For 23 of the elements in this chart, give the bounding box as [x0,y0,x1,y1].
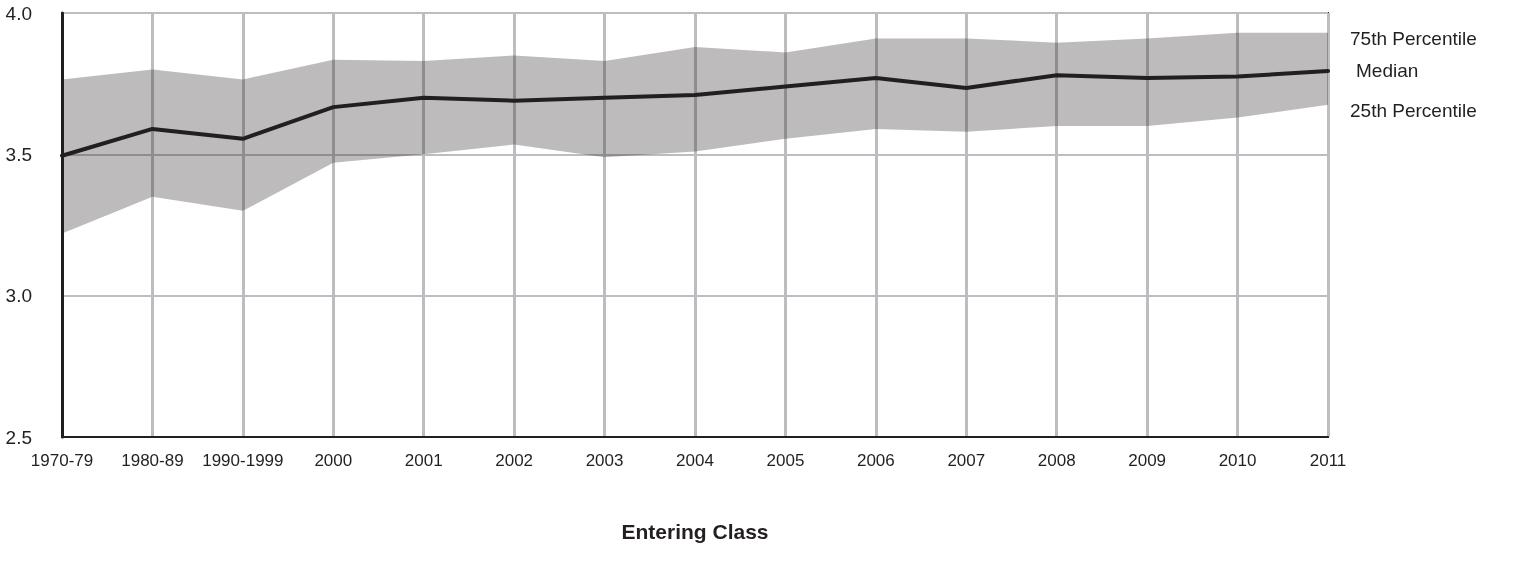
x-tick-label: 2010 [1218,451,1257,470]
x-tick-label: 2002 [495,451,534,470]
x-tick-label: 2003 [585,451,624,470]
x-tick-label: 1980-89 [121,451,184,470]
x-tick-label: 1970-79 [30,451,94,470]
x-tick-label: 2007 [947,451,986,470]
x-tick-label: 2011 [1309,451,1347,470]
x-tick-label: 1990-1999 [202,451,284,470]
series-label: Median [1356,60,1419,82]
x-tick-label: 2005 [766,451,805,470]
x-tick-label: 2000 [314,451,353,470]
annotation: 75th Percentile [1350,28,1477,50]
y-tick-label: 3.5 [5,143,32,165]
x-axis-title: Entering Class [621,520,769,543]
y-tick-label: 2.5 [5,426,32,448]
x-tick-label: 2008 [1037,451,1076,470]
x-tick-label: 2009 [1128,451,1167,470]
x-tick-label: 2006 [856,451,895,470]
y-tick-label: 4.0 [5,2,32,24]
annotation: 25th Percentile [1350,100,1477,122]
x-tick-label: 2001 [404,451,443,470]
y-tick-label: 3.0 [5,285,32,307]
x-tick-label: 2004 [676,451,714,470]
